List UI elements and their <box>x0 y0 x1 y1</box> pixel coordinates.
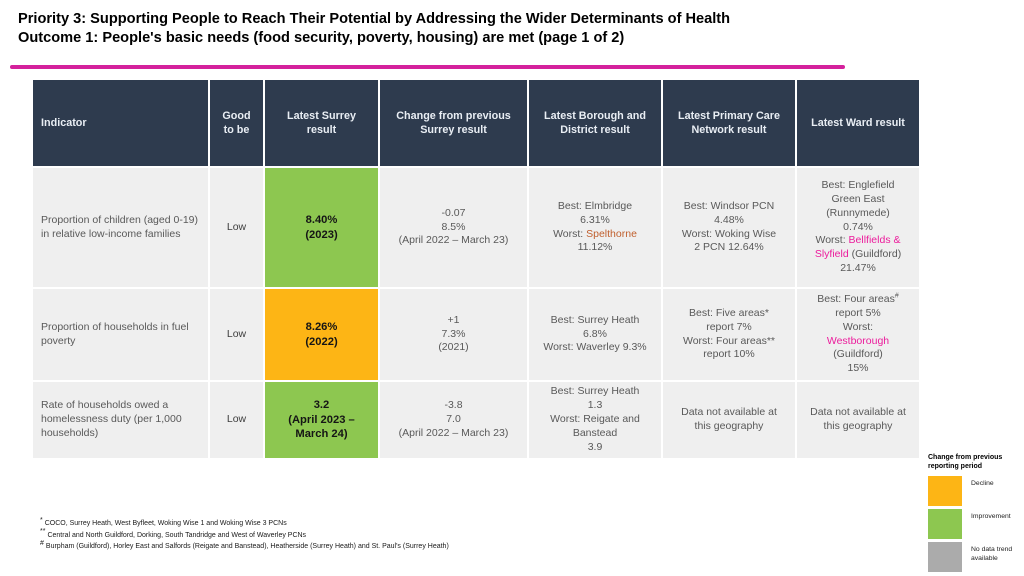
cell-latest-result-row1: 8.40% (2023) <box>265 168 378 287</box>
cell-borough-row1: Best: Elmbridge 6.31% Worst: Spelthorne 11.… <box>529 168 661 287</box>
header-cell-latest-surrey-result: Latest Surrey result <box>265 80 378 166</box>
header-cell-indicator: Indicator <box>33 80 208 166</box>
legend-item-improvement: Improvement <box>928 509 1022 540</box>
cell-indicator-row1: Proportion of children (aged 0-19) in re… <box>33 168 208 287</box>
cell-borough-row3: Best: Surrey Heath 1.3 Worst: Reigate and B… <box>529 382 661 458</box>
legend-title: Change from previous reporting period <box>928 454 1003 471</box>
header-cell-ward-result: Latest Ward result <box>797 80 919 166</box>
no-data-color-swatch <box>928 542 962 573</box>
header-cell-good-to-be: Good to be <box>210 80 263 166</box>
legend-label-improvement: Improvement <box>971 513 1011 521</box>
footnote-pcn-best: * COCO, Surrey Heath, West Byfleet, Wokin… <box>40 516 600 530</box>
cell-change-row3: -3.8 7.0 (April 2022 – March 23) <box>380 382 527 458</box>
header-cell-borough-district: Latest Borough and District result <box>529 80 661 166</box>
cell-ward-row2: Best: Four areas# report 5% Worst: Westboro… <box>797 289 919 380</box>
footnote-text: COCO, Surrey Heath, West Byfleet, Woking… <box>44 520 287 527</box>
legend-label-no-data: No data trend available <box>971 546 1013 563</box>
cell-pcn-row1: Best: Windsor PCN 4.48% Worst: Woking Wise… <box>663 168 795 287</box>
cell-indicator-row3: Rate of households owed a homelessness d… <box>33 382 208 458</box>
cell-borough-row2: Best: Surrey Heath 6.8% Worst: Waverley 9.… <box>529 289 661 380</box>
legend-item-no-data: No data trend available <box>928 542 1022 573</box>
footnotes: * COCO, Surrey Heath, West Byfleet, Wokin… <box>40 516 600 553</box>
cell-latest-result-row3: 3.2 (April 2023 – March 24) <box>265 382 378 458</box>
page-title: Priority 3: Supporting People to Reach T… <box>18 10 918 49</box>
cell-good-to-be-row3: Low <box>210 382 263 458</box>
cell-good-to-be-row2: Low <box>210 289 263 380</box>
footnote-ward-best: # Burpham (Guildford), Horley East and Sa… <box>40 539 600 553</box>
footnote-text: Central and North Guildford, Dorking, So… <box>47 531 307 539</box>
decline-color-swatch <box>928 476 962 507</box>
page-title-line1: Priority 3: Supporting People to Reach T… <box>18 11 731 27</box>
cell-pcn-row3: Data not available at this geography <box>663 382 795 458</box>
cell-indicator-row2: Proportion of households in fuel poverty <box>33 289 208 380</box>
cell-pcn-row2: Best: Five areas* report 7% Worst: Four ar… <box>663 289 795 380</box>
footnote-marker: ** <box>40 528 46 536</box>
accent-divider-rule <box>10 65 845 69</box>
cell-ward-row1: Best: Englefield Green East (Runnymede) 0.7… <box>797 168 919 287</box>
legend-label-decline: Decline <box>971 480 994 488</box>
header-cell-pcn-result: Latest Primary Care Network result <box>663 80 795 166</box>
footnote-marker: # <box>40 539 44 547</box>
improvement-color-swatch <box>928 509 962 540</box>
footnote-pcn-worst: ** Central and North Guildford, Dorking, … <box>40 528 600 542</box>
cell-change-row2: +1 7.3% (2021) <box>380 289 527 380</box>
footnote-text: Burpham (Guildford), Horley East and Sal… <box>45 543 449 551</box>
cell-change-row1: -0.07 8.5% (April 2022 – March 23) <box>380 168 527 287</box>
page-title-line2: Outcome 1: People's basic needs (food se… <box>18 30 625 47</box>
cell-ward-row3: Data not available at this geography <box>797 382 919 458</box>
header-cell-change-previous: Change from previous Surrey result <box>380 80 527 166</box>
legend-change-from-previous: Change from previous reporting period De… <box>928 453 1022 575</box>
legend-item-decline: Decline <box>928 476 1022 507</box>
footnote-marker: * <box>40 516 43 524</box>
indicators-table: Indicator Good to be Latest Surrey resul… <box>33 80 919 458</box>
legend-rows: Decline Improvement No data trend availa… <box>928 476 1022 573</box>
cell-good-to-be-row1: Low <box>210 168 263 287</box>
cell-latest-result-row2: 8.26% (2022) <box>265 289 378 380</box>
